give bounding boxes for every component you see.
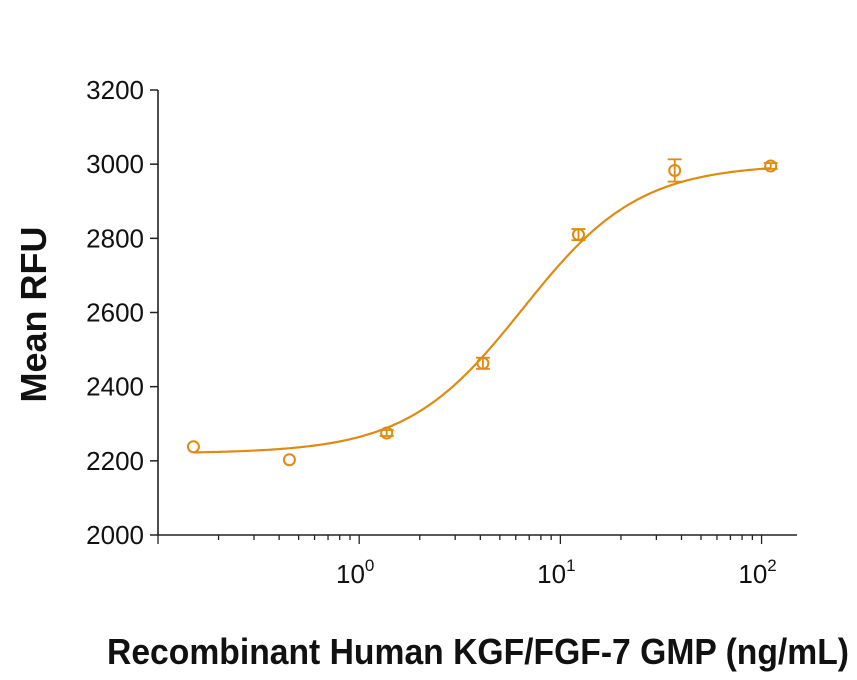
data-point	[571, 228, 585, 242]
fit-curve	[193, 167, 771, 454]
data-point	[764, 159, 778, 173]
y-tick-label: 2200	[86, 446, 144, 476]
data-point	[476, 356, 490, 370]
y-tick-label: 2600	[86, 298, 144, 328]
plot-area	[186, 158, 778, 467]
y-ticks: 2000 2200 2400 2600 2800 3000 3200	[86, 75, 158, 550]
y-tick-label: 3000	[86, 149, 144, 179]
axes	[157, 90, 797, 536]
x-tick-label: 100	[336, 556, 374, 589]
x-tick-label: 101	[537, 556, 575, 589]
y-tick-label: 2000	[86, 520, 144, 550]
y-tick-label: 2800	[86, 223, 144, 253]
y-tick-label: 2400	[86, 372, 144, 402]
y-axis-title: Mean RFU	[13, 226, 54, 402]
x-tick-label: 102	[738, 556, 776, 589]
data-point	[282, 453, 296, 467]
x-axis-title: Recombinant Human KGF/FGF-7 GMP (ng/mL)	[107, 631, 849, 672]
data-point	[186, 440, 200, 454]
data-point	[668, 163, 682, 177]
y-tick-label: 3200	[86, 75, 144, 105]
data-point	[380, 426, 394, 440]
x-ticks: 100 101 102	[157, 535, 777, 589]
